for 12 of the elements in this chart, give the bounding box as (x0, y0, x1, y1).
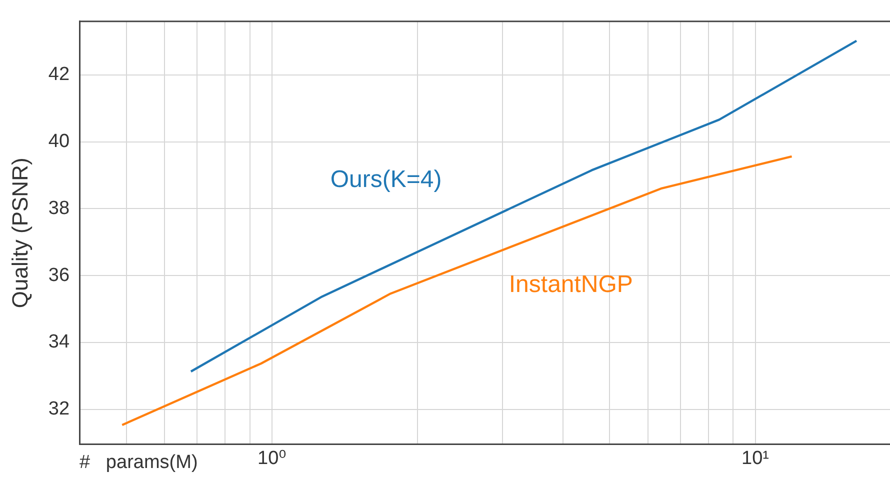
y-tick-label: 40 (48, 131, 70, 152)
y-tick-label: 34 (48, 332, 70, 353)
x-axis-title: # params(M) (80, 452, 198, 473)
y-tick-label: 36 (48, 264, 70, 286)
series-label: InstantNGP (508, 271, 633, 298)
x-tick-label: 10⁰ (258, 448, 286, 470)
y-tick-label: 38 (48, 198, 70, 219)
y-axis-title: Quality (PSNR) (7, 158, 32, 308)
series-label: Ours(K=4) (330, 166, 442, 194)
x-tick-label: 10¹ (742, 448, 769, 470)
y-tick-label: 42 (48, 64, 70, 86)
y-tick-label: 32 (48, 398, 70, 420)
